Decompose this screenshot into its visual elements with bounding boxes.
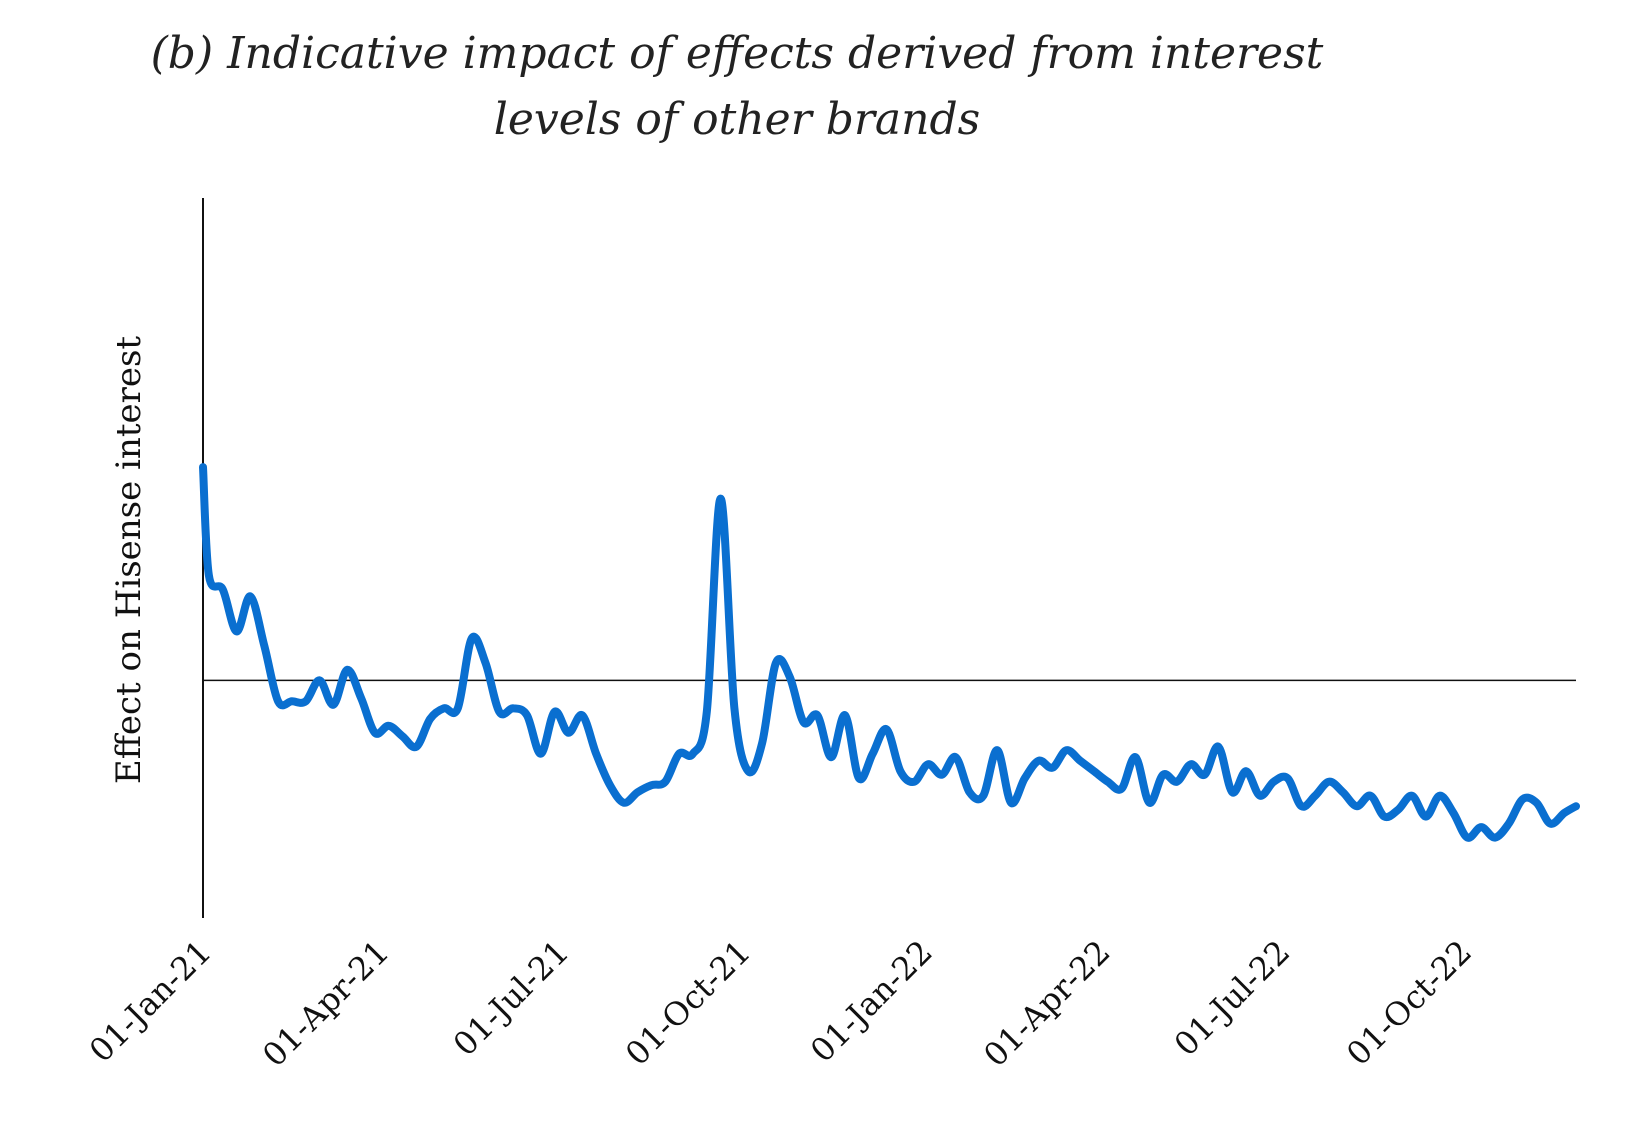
chart-title-line-1: (b) Indicative impact of effects derived… xyxy=(150,28,1324,79)
series-layer xyxy=(199,463,1580,842)
x-tick-label: 01-Oct-22 xyxy=(1339,933,1479,1073)
x-tick-label: 01-Apr-22 xyxy=(976,933,1117,1074)
x-tick-label: 01-Jan-22 xyxy=(803,933,940,1070)
x-tick-label: 01-Jul-22 xyxy=(1167,933,1298,1064)
series-line-0 xyxy=(199,463,1580,842)
chart-title-line-2: levels of other brands xyxy=(493,94,981,145)
x-tick-labels: 01-Jan-21 01-Apr-21 01-Jul-21 01-Oct-21 01-J… xyxy=(82,933,1479,1074)
x-tick-label: 01-Jan-21 xyxy=(82,933,219,1070)
x-tick-label: 01-Oct-21 xyxy=(618,933,758,1073)
x-tick-label: 01-Jul-21 xyxy=(446,933,577,1064)
axes xyxy=(202,198,1576,918)
y-axis-label: Effect on Hisense interest xyxy=(109,336,149,785)
x-tick-label: 01-Apr-21 xyxy=(255,933,396,1074)
